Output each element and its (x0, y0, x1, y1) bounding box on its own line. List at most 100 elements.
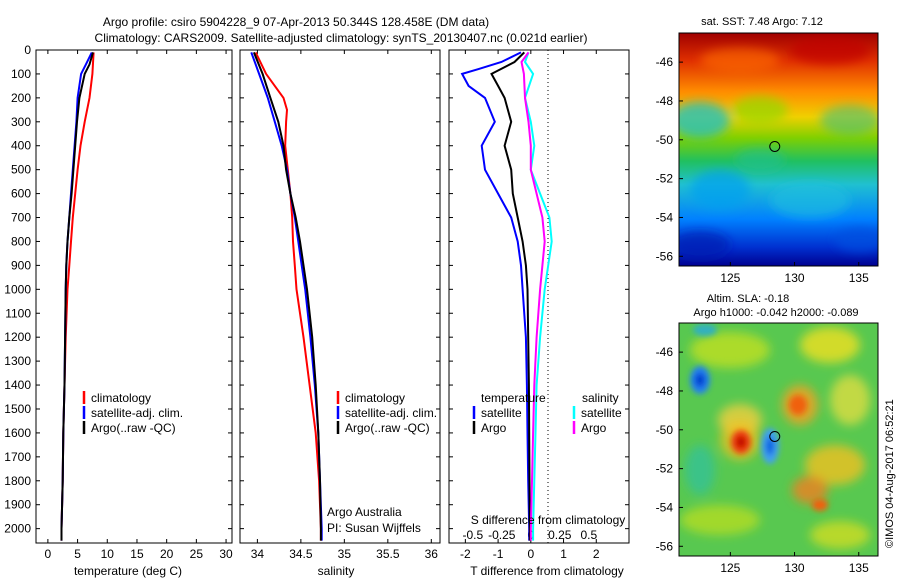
temperature-legend: climatology satellite-adj. clim. Argo(..… (82, 391, 183, 435)
temperature-axes (35, 49, 233, 544)
s-tick-label: 0.25 (548, 528, 572, 542)
salinity-panel: 34 34.5 35 35.5 36 climatology satellite-adj… (239, 49, 441, 578)
lat-tick-label: -48 (656, 384, 674, 398)
sst-map-panel: sat. SST: 7.48 Argo: 7.12 125 130 135 -46 -… (656, 16, 879, 285)
sla-latitude-ticks: -46 -48 -50 -52 -54 -56 (656, 345, 683, 553)
lat-tick-label: -54 (656, 210, 674, 224)
difference-panel: -2 -1 0 1 2 -0.5 -0.25 0 0.25 0.5 temperature sa… (448, 49, 630, 578)
depth-tick-label: 0 (24, 43, 31, 57)
temperature-profiles (60, 51, 95, 541)
depth-tick-label: 1400 (4, 378, 31, 392)
profile-line-t-satellite (460, 51, 531, 541)
x-tick-label: -2 (460, 547, 471, 561)
lat-tick-label: -50 (656, 423, 674, 437)
difference-profiles (460, 51, 553, 541)
legend-label-satellite: satellite-adj. clim. (345, 406, 437, 420)
depth-tick-label: 1900 (4, 498, 31, 512)
depth-tick-label: 1600 (4, 426, 31, 440)
sst-heatmap (679, 33, 878, 266)
sst-map-title: sat. SST: 7.48 Argo: 7.12 (701, 16, 823, 28)
depth-tick-label: 1300 (4, 354, 31, 368)
lon-tick-label: 130 (785, 271, 805, 285)
depth-tick-label: 1100 (5, 306, 31, 320)
imos-credit: ©IMOS 04-Aug-2017 06:52:21 (884, 399, 896, 548)
sla-map-title-2: Argo h1000: -0.042 h2000: -0.089 (693, 307, 858, 319)
x-tick-label: 36 (425, 547, 439, 561)
lat-tick-label: -56 (656, 539, 674, 553)
sst-float-position-marker (769, 140, 781, 152)
x-tick-label: 35 (338, 547, 352, 561)
depth-tick-label: 1200 (4, 330, 31, 344)
legend-label-climatology: climatology (345, 391, 405, 405)
depth-tick-label: 2000 (4, 522, 31, 536)
depth-axis-ticks: 0 100 200 300 400 500 600 700 800 900 1000 1100 1200… (4, 43, 629, 536)
x-tick-label: -1 (493, 547, 504, 561)
lon-tick-label: 135 (849, 561, 869, 575)
legend-label-s-argo: Argo (581, 421, 607, 435)
lon-tick-label: 135 (849, 271, 869, 285)
lat-tick-label: -56 (656, 249, 674, 263)
x-tick-label: 0 (45, 547, 52, 561)
salinity-axis-ticks: 34 34.5 35 35.5 36 (251, 50, 439, 561)
depth-tick-label: 1700 (4, 450, 31, 464)
difference-axes (448, 49, 630, 544)
x-tick-label: 35.5 (376, 547, 400, 561)
s-difference-axis-ticks: -0.5 -0.25 0 0.25 0.5 (462, 528, 597, 542)
legend-label-satellite: satellite-adj. clim. (91, 406, 183, 420)
legend-label-argo: Argo(..raw -QC) (91, 421, 176, 435)
legend-label-t-argo: Argo (481, 421, 507, 435)
sst-longitude-ticks: 125 130 135 (720, 262, 869, 285)
x-tick-label: 0 (527, 547, 534, 561)
title-line-2: Climatology: CARS2009. Satellite-adjuste… (95, 31, 588, 45)
depth-tick-label: 800 (11, 234, 31, 248)
x-tick-label: 30 (219, 547, 233, 561)
difference-legend: temperature salinity satellite Argo sate… (472, 391, 622, 435)
profile-line-argo-raw-qc- (252, 52, 322, 541)
lat-tick-label: -48 (656, 94, 674, 108)
temperature-panel: 0100200300400500600700800900100011001200… (4, 43, 629, 578)
s-tick-label: -0.25 (488, 528, 516, 542)
depth-tick-label: 900 (11, 258, 31, 272)
x-tick-label: 2 (593, 547, 600, 561)
lat-tick-label: -52 (656, 172, 674, 186)
sla-map-axes (678, 322, 879, 557)
salinity-annotation-line2: PI: Susan Wijffels (327, 521, 421, 535)
lat-tick-label: -46 (656, 55, 674, 69)
salinity-annotation-line1: Argo Australia (327, 505, 402, 519)
legend-header-salinity: salinity (582, 391, 619, 405)
lon-tick-label: 125 (720, 561, 740, 575)
title-line-1: Argo profile: csiro 5904228_9 07-Apr-201… (103, 15, 489, 29)
salinity-axes (239, 49, 441, 544)
salinity-legend: climatology satellite-adj. clim. Argo(..… (336, 391, 437, 435)
sla-longitude-ticks: 125 130 135 (720, 552, 869, 575)
sla-float-position-marker (769, 430, 781, 442)
depth-tick-label: 300 (11, 115, 31, 129)
sst-latitude-ticks: -46 -48 -50 -52 -54 -56 (656, 55, 683, 263)
legend-header-temperature: temperature (481, 391, 546, 405)
x-tick-label: 10 (101, 547, 115, 561)
s-tick-label: 0.5 (580, 528, 597, 542)
profile-line-climatology (254, 51, 322, 541)
temperature-xlabel: temperature (deg C) (74, 564, 182, 578)
lat-tick-label: -54 (656, 500, 674, 514)
x-tick-label: 1 (560, 547, 567, 561)
x-tick-label: 5 (74, 547, 81, 561)
depth-tick-label: 600 (11, 187, 31, 201)
depth-tick-label: 500 (11, 163, 31, 177)
depth-tick-label: 1000 (4, 282, 31, 296)
x-tick-label: 34 (251, 547, 265, 561)
lon-tick-label: 125 (720, 271, 740, 285)
x-tick-label: 15 (130, 547, 144, 561)
legend-label-argo: Argo(..raw -QC) (345, 421, 430, 435)
x-tick-label: 34.5 (289, 547, 313, 561)
sla-map-panel: Altim. SLA: -0.18 Argo h1000: -0.042 h20… (656, 293, 879, 575)
profile-line-t-argo (490, 51, 531, 541)
depth-tick-label: 400 (11, 139, 31, 153)
profile-line-s-argo (520, 51, 546, 541)
legend-label-s-satellite: satellite (581, 406, 622, 420)
salinity-xlabel: salinity (318, 564, 355, 578)
x-tick-label: 20 (160, 547, 174, 561)
depth-tick-label: 200 (11, 91, 31, 105)
lat-tick-label: -52 (656, 462, 674, 476)
